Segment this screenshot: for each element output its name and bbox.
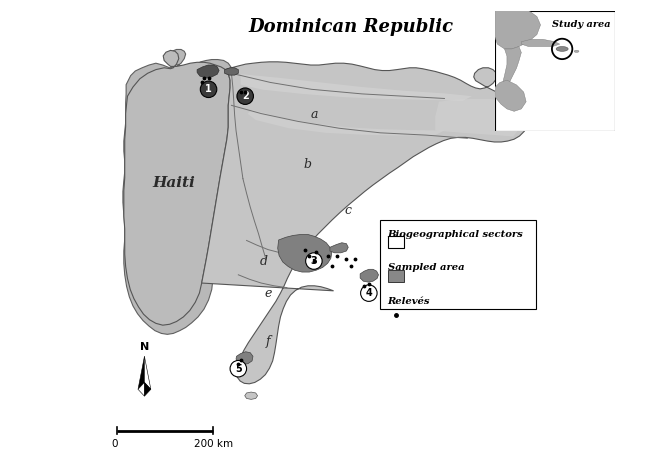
Polygon shape	[123, 49, 233, 334]
Polygon shape	[278, 234, 332, 272]
Polygon shape	[495, 80, 526, 111]
Circle shape	[230, 360, 247, 377]
Ellipse shape	[556, 47, 568, 51]
Polygon shape	[138, 382, 145, 396]
Polygon shape	[500, 47, 521, 97]
Text: Biogeographical sectors: Biogeographical sectors	[387, 230, 523, 239]
Circle shape	[200, 81, 217, 98]
Text: 3: 3	[310, 256, 317, 266]
Text: N: N	[140, 342, 149, 352]
Polygon shape	[521, 39, 560, 47]
Text: Dominican Republic: Dominican Republic	[248, 18, 453, 37]
Text: 5: 5	[235, 364, 242, 374]
Polygon shape	[225, 68, 238, 75]
Text: b: b	[303, 158, 311, 171]
Text: f: f	[266, 335, 270, 348]
Polygon shape	[245, 392, 258, 399]
Polygon shape	[145, 382, 151, 396]
Text: d: d	[260, 255, 268, 267]
Text: Study area: Study area	[552, 21, 611, 29]
Text: e: e	[264, 287, 272, 300]
Circle shape	[361, 285, 377, 301]
Bar	[380, 220, 536, 309]
Polygon shape	[495, 11, 541, 49]
Bar	[387, 236, 404, 248]
Polygon shape	[248, 110, 444, 136]
Circle shape	[237, 88, 254, 104]
Polygon shape	[197, 65, 219, 78]
Polygon shape	[138, 356, 145, 389]
Text: 2: 2	[242, 91, 249, 101]
Text: Relevés: Relevés	[387, 297, 430, 306]
Polygon shape	[241, 74, 472, 101]
Polygon shape	[360, 269, 379, 282]
Text: 1: 1	[205, 84, 212, 94]
Polygon shape	[436, 99, 527, 136]
Text: c: c	[345, 204, 352, 217]
Text: 0: 0	[112, 439, 118, 449]
Text: Haiti: Haiti	[152, 176, 195, 190]
Polygon shape	[330, 243, 349, 253]
Text: a: a	[310, 108, 318, 121]
Text: 4: 4	[365, 288, 372, 298]
Polygon shape	[201, 62, 533, 384]
Text: Sampled area: Sampled area	[387, 263, 464, 273]
Polygon shape	[145, 356, 151, 389]
Polygon shape	[124, 50, 230, 325]
Bar	[387, 270, 404, 282]
Text: 200 km: 200 km	[193, 439, 233, 449]
Circle shape	[306, 253, 322, 269]
Polygon shape	[236, 352, 253, 365]
Ellipse shape	[574, 50, 579, 52]
